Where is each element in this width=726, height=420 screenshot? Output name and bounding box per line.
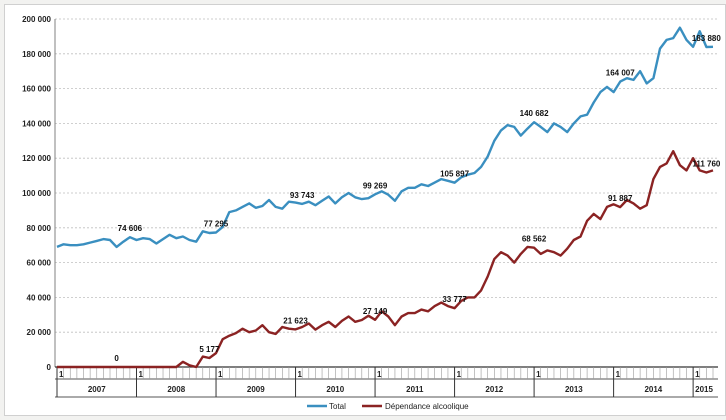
alcohol-series-line <box>57 149 714 369</box>
year-label: 2012 <box>485 385 503 394</box>
year-label: 2015 <box>695 385 713 394</box>
alcohol-data-label: 68 562 <box>522 235 547 244</box>
year-start-marker: 1 <box>536 370 541 379</box>
year-start-marker: 1 <box>377 370 382 379</box>
y-tick-label: 180 000 <box>22 50 51 59</box>
year-start-marker: 1 <box>616 370 621 379</box>
total-series-line <box>56 26 714 249</box>
legend-label-total: Total <box>329 402 346 411</box>
y-tick-label: 20 000 <box>27 328 52 337</box>
year-label: 2011 <box>406 385 424 394</box>
total-data-label: 140 682 <box>520 109 549 118</box>
alcohol-data-label: 5 177 <box>199 345 220 354</box>
year-label: 2010 <box>326 385 344 394</box>
year-label: 2007 <box>88 385 106 394</box>
year-label: 2013 <box>565 385 583 394</box>
alcohol-data-label: 33 777 <box>442 295 467 304</box>
year-label: 2014 <box>644 385 662 394</box>
total-data-label: 105 897 <box>440 170 469 179</box>
y-tick-label: 200 000 <box>22 15 51 24</box>
y-tick-label: 40 000 <box>27 293 52 302</box>
y-tick-label: 60 000 <box>27 259 52 268</box>
year-label: 2008 <box>167 385 185 394</box>
year-start-marker: 1 <box>139 370 144 379</box>
alcohol-data-label: 111 760 <box>692 160 721 169</box>
legend-label-alcohol: Dépendance alcoolique <box>385 402 469 411</box>
y-tick-label: 0 <box>47 363 52 372</box>
y-tick-label: 140 000 <box>22 119 51 128</box>
total-data-label: 99 269 <box>363 181 388 190</box>
alcohol-data-label: 21 623 <box>283 316 308 325</box>
year-start-marker: 1 <box>695 370 700 379</box>
line-chart: 0 20 000 40 000 60 000 80 000 100 000 120 000 1… <box>22 15 721 411</box>
y-tick-label: 160 000 <box>22 85 51 94</box>
y-tick-label: 100 000 <box>22 189 51 198</box>
y-tick-label: 120 000 <box>22 154 51 163</box>
total-data-label: 164 007 <box>606 69 635 78</box>
y-tick-label: 80 000 <box>27 224 52 233</box>
total-data-label: 183 880 <box>692 34 721 43</box>
chart-frame: 0 20 000 40 000 60 000 80 000 100 000 120 000 1… <box>4 4 726 416</box>
year-label: 2009 <box>247 385 265 394</box>
total-data-label: 74 606 <box>118 224 143 233</box>
year-start-marker: 1 <box>59 370 64 379</box>
alcohol-data-label: 27 149 <box>363 307 388 316</box>
total-data-label: 77 295 <box>204 220 229 229</box>
year-start-marker: 1 <box>457 370 462 379</box>
total-data-label: 93 743 <box>290 191 315 200</box>
year-start-marker: 1 <box>298 370 303 379</box>
alcohol-data-label: 91 887 <box>608 194 633 203</box>
year-start-marker: 1 <box>218 370 223 379</box>
alcohol-data-label: 0 <box>114 354 119 363</box>
